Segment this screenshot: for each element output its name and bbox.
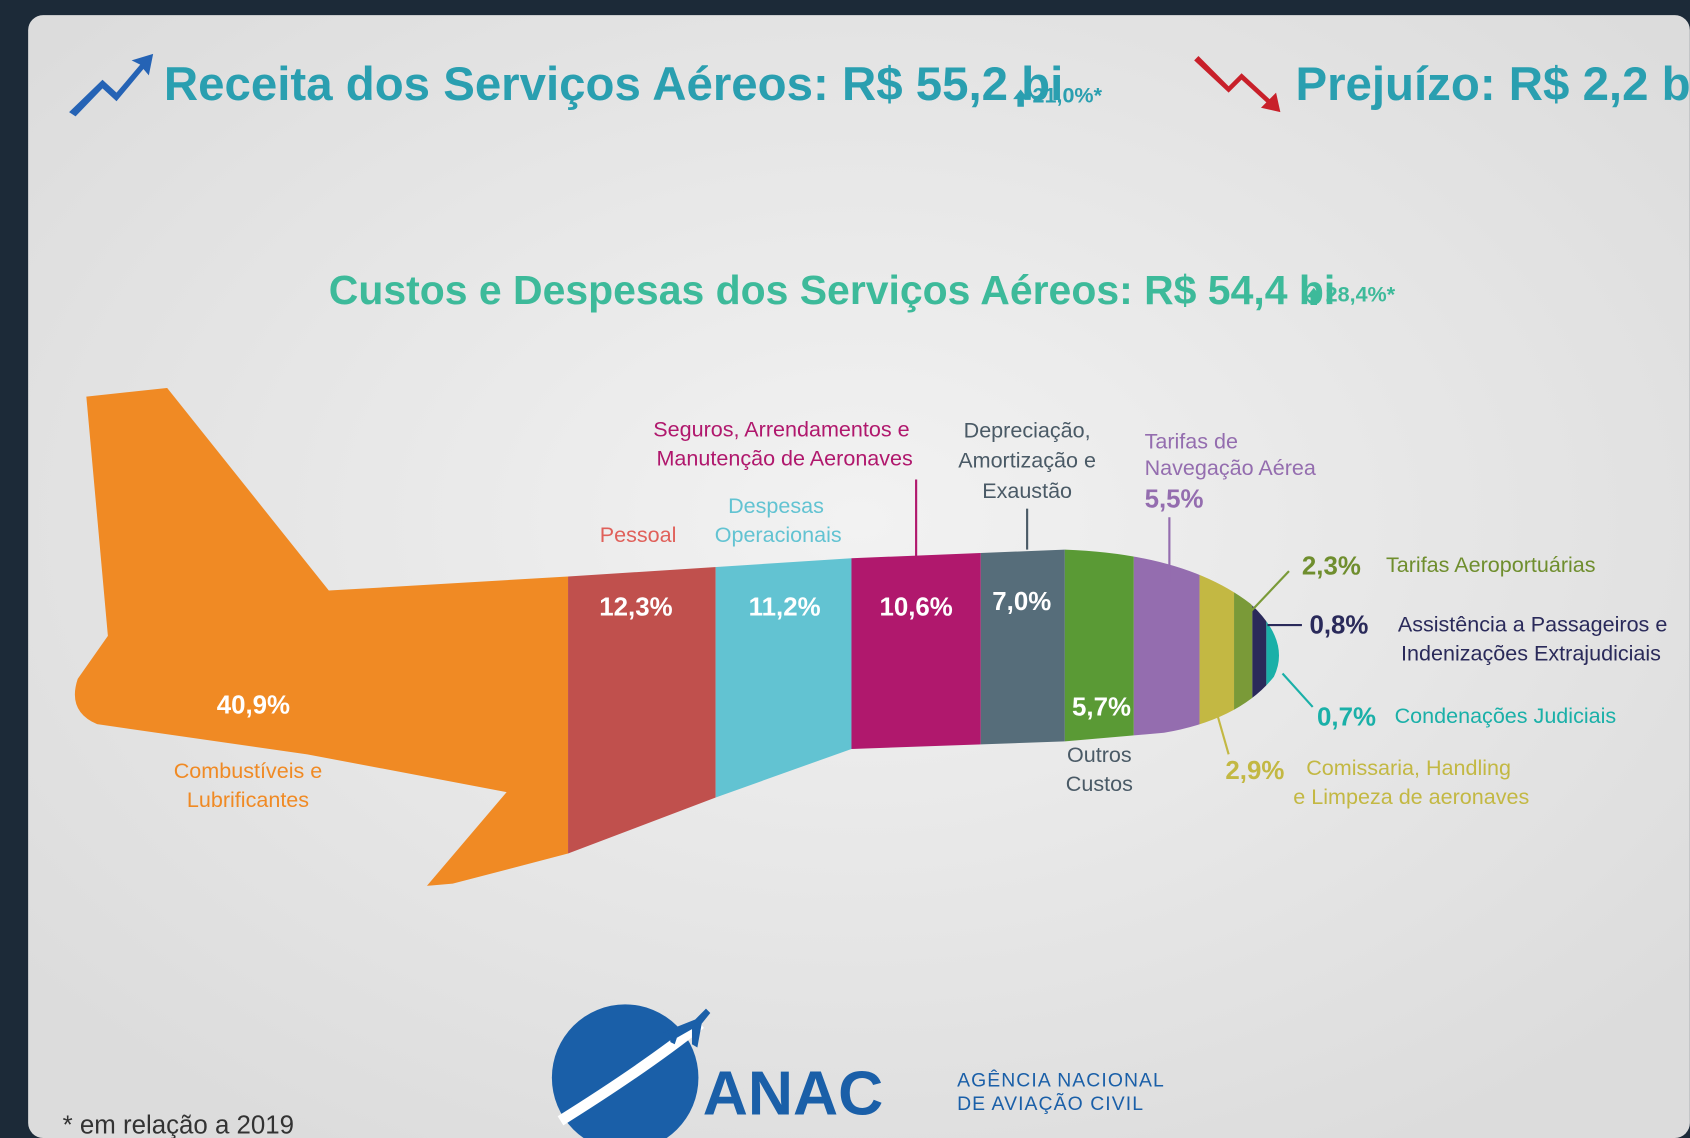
- value: 12,3%: [599, 593, 672, 621]
- label: Seguros, Arrendamentos e: [653, 416, 909, 441]
- label: Assistência a Passageiros e: [1398, 612, 1667, 637]
- label: Outros: [1067, 742, 1132, 767]
- footnote: * em relação a 2019: [63, 1112, 294, 1138]
- up-icon: [69, 53, 154, 117]
- label: Tarifas Aeroportuárias: [1386, 552, 1596, 577]
- value: 10,6%: [879, 593, 952, 621]
- label: Operacionais: [715, 522, 842, 547]
- value: 11,2%: [749, 593, 821, 621]
- logo-text: DE AVIAÇÃO CIVIL: [957, 1091, 1144, 1115]
- subtitle: Custos e Despesas dos Serviços Aéreos: R…: [329, 267, 1335, 313]
- label: Custos: [1066, 771, 1133, 796]
- logo-text: AGÊNCIA NACIONAL: [957, 1068, 1165, 1091]
- value: 2,3%: [1302, 552, 1361, 580]
- leaders: [915, 479, 1314, 755]
- label: Indenizações Extrajudiciais: [1401, 641, 1661, 666]
- label: Comissaria, Handling: [1306, 755, 1511, 780]
- loss: Prejuízo: R$ 2,2 bi: [1295, 58, 1690, 111]
- logo-plane: [662, 1008, 711, 1048]
- value: 5,5%: [1145, 486, 1204, 514]
- value: 5,7%: [1072, 694, 1131, 722]
- logo-swoosh: [557, 1019, 704, 1126]
- revenue: Receita dos Serviços Aéreos: R$ 55,2 bi: [164, 58, 1063, 111]
- label: Lubrificantes: [187, 787, 309, 812]
- label: Despesas: [728, 493, 824, 518]
- leader: [1216, 716, 1230, 755]
- label: Depreciação,: [964, 418, 1091, 443]
- revenue-change: 21,0%*: [1033, 82, 1103, 107]
- value: 0,8%: [1309, 612, 1368, 640]
- subtitle-change: 28,4%*: [1326, 282, 1396, 307]
- label: Exaustão: [982, 478, 1072, 503]
- label: Pessoal: [600, 522, 677, 547]
- label: Condenações Judiciais: [1395, 703, 1617, 728]
- label: Tarifas de: [1145, 428, 1238, 453]
- arrow: [1306, 287, 1322, 305]
- label: e Limpeza de aeronaves: [1293, 784, 1529, 809]
- value: 40,9%: [217, 691, 290, 719]
- logo-name: ANAC: [703, 1058, 884, 1128]
- label: Manutenção de Aeronaves: [656, 446, 912, 471]
- label: Amortização e: [958, 448, 1096, 473]
- value: 7,0%: [992, 588, 1051, 616]
- label: Navegação Aérea: [1145, 455, 1316, 480]
- leader: [1281, 672, 1314, 708]
- label: Combustíveis e: [174, 758, 323, 783]
- value: 0,7%: [1317, 703, 1376, 731]
- arrow: [1013, 89, 1029, 107]
- leader: [1249, 570, 1290, 613]
- value: 2,9%: [1225, 757, 1284, 785]
